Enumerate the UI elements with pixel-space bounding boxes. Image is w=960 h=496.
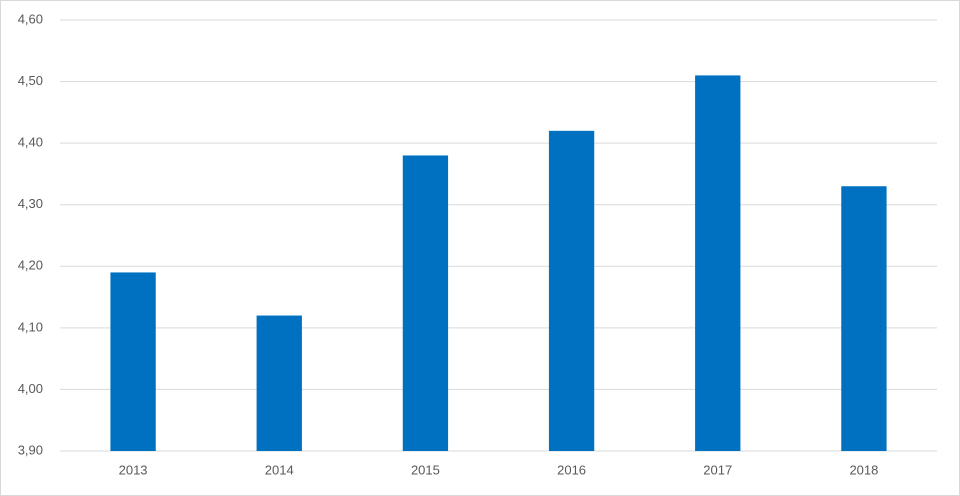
bar — [110, 272, 156, 451]
bar — [841, 186, 887, 451]
x-tick-label: 2016 — [557, 462, 586, 477]
bar — [548, 130, 595, 452]
y-tick-label: 4,10 — [18, 319, 43, 334]
x-tick-label: 2013 — [119, 462, 148, 477]
bar — [256, 315, 302, 451]
y-tick-label: 4,20 — [18, 258, 43, 273]
x-tick-label: 2014 — [265, 462, 294, 477]
y-tick-label: 4,50 — [18, 73, 43, 88]
x-tick-label: 2015 — [411, 462, 440, 477]
bar — [402, 155, 449, 451]
x-tick-label: 2018 — [849, 462, 878, 477]
y-tick-label: 4,60 — [18, 11, 43, 26]
y-tick-label: 4,30 — [18, 196, 43, 211]
y-tick-label: 4,40 — [18, 135, 43, 150]
bar — [695, 75, 741, 452]
x-tick-label: 2017 — [703, 462, 732, 477]
y-tick-label: 3,90 — [18, 442, 43, 457]
y-tick-label: 4,00 — [18, 381, 43, 396]
